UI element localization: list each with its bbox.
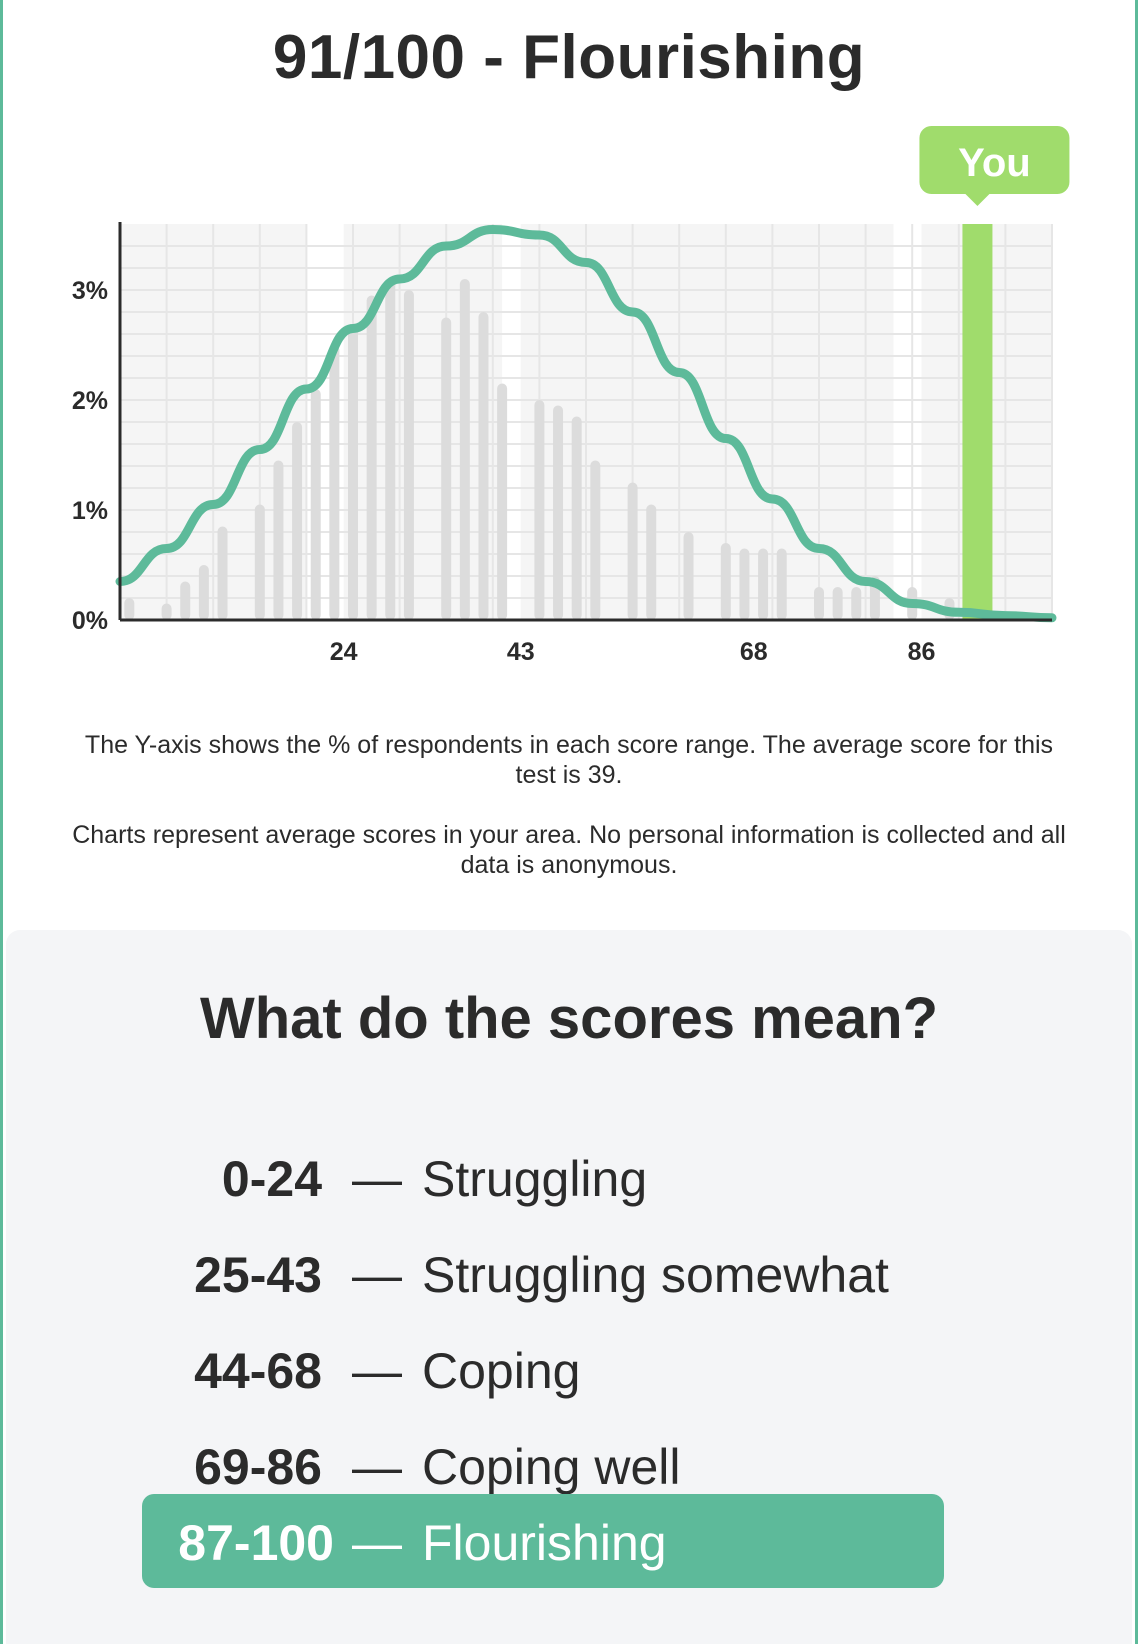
distribution-curve	[115, 224, 1057, 623]
score-range: 0-24	[221, 1151, 322, 1207]
distribution-bar	[758, 548, 769, 620]
distribution-bar	[720, 543, 731, 620]
score-dash: —	[352, 1247, 402, 1303]
distribution-bar	[459, 279, 470, 620]
score-range: 25-43	[194, 1247, 322, 1303]
distribution-bar	[161, 603, 172, 620]
distribution-bar	[814, 587, 824, 620]
distribution-bar	[329, 345, 340, 620]
score-row-coping-well: 69-86 — Coping well	[142, 1418, 944, 1512]
y-axis-note: The Y-axis shows the % of respondents in…	[84, 731, 1054, 789]
score-label: Flourishing	[422, 1515, 667, 1571]
score-row-struggling-somewhat: 25-43 — Struggling somewhat	[142, 1226, 944, 1320]
x-tick-label: 68	[740, 638, 768, 666]
distribution-bar	[739, 548, 750, 620]
distribution-bar	[571, 416, 582, 620]
result-title: 91/100 - Flourishing	[272, 23, 866, 92]
distribution-bar	[534, 400, 545, 620]
distribution-bar	[553, 405, 564, 620]
x-tick-label: 24	[330, 638, 358, 666]
score-dash: —	[352, 1515, 402, 1571]
distribution-bar	[385, 279, 396, 620]
you-marker-label: You	[958, 141, 1031, 185]
distribution-bar	[348, 328, 358, 620]
you-marker-badge	[919, 126, 1070, 194]
score-label: Coping	[422, 1343, 581, 1399]
you-marker-pointer	[963, 192, 992, 206]
distribution-bar	[627, 482, 638, 620]
distribution-bar	[217, 526, 228, 620]
distribution-bar	[441, 317, 452, 620]
score-range: 69-86	[194, 1439, 322, 1495]
distribution-bar	[590, 460, 601, 620]
score-row-struggling: 0-24 — Struggling	[142, 1130, 944, 1224]
distribution-bar	[776, 548, 787, 620]
distribution-bar	[198, 565, 209, 620]
distribution-bar	[254, 504, 265, 620]
distribution-bar	[403, 290, 414, 620]
x-tick-label: 43	[507, 638, 535, 666]
distribution-bar	[832, 587, 843, 620]
score-label: Struggling	[422, 1151, 648, 1207]
score-label: Struggling somewhat	[422, 1247, 889, 1303]
score-row-flourishing: 87-100 — Flourishing	[142, 1494, 944, 1588]
y-tick-label: 0%	[72, 607, 108, 635]
y-tick-label: 2%	[72, 387, 108, 415]
score-range: 87-100	[178, 1515, 334, 1571]
y-tick-label: 1%	[72, 497, 108, 525]
distribution-bar	[124, 598, 135, 620]
score-row-coping: 44-68 — Coping	[142, 1322, 944, 1416]
score-dash: —	[352, 1151, 402, 1207]
distribution-bar	[273, 460, 284, 620]
distribution-bar	[366, 295, 377, 620]
frame-border-right	[1135, 0, 1138, 1644]
score-dash: —	[352, 1439, 402, 1495]
score-range: 44-68	[194, 1343, 322, 1399]
distribution-bar	[497, 383, 508, 620]
distribution-bar	[683, 532, 694, 620]
distribution-bar	[180, 581, 191, 620]
score-dash: —	[352, 1343, 402, 1399]
score-distribution-chart: You 0% 1% 2% 3% 24 43 68 86	[72, 126, 1070, 666]
distribution-bar	[478, 312, 489, 620]
distribution-bar	[646, 504, 657, 620]
y-tick-label: 3%	[72, 277, 108, 305]
score-legend-panel: What do the scores mean? 0-24 — Struggli…	[6, 930, 1132, 1644]
distribution-bar	[292, 422, 303, 620]
distribution-bar	[310, 389, 321, 620]
x-tick-label: 86	[908, 638, 936, 666]
you-marker-bar	[962, 224, 993, 620]
privacy-note: Charts represent average scores in your …	[72, 821, 1066, 879]
distribution-bar	[851, 587, 862, 620]
score-legend-title: What do the scores mean?	[199, 986, 939, 1051]
frame-border-left	[0, 0, 3, 1644]
score-label: Coping well	[422, 1439, 681, 1495]
